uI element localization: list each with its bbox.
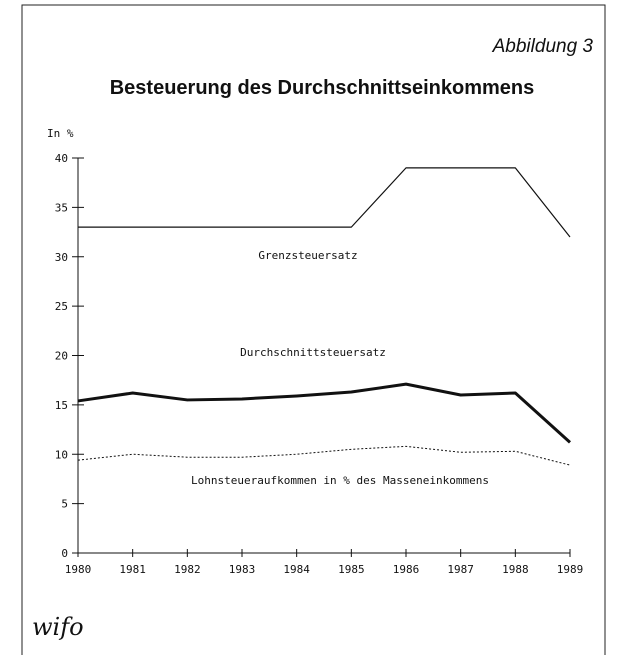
series-label: Lohnsteueraufkommen in % des Masseneinko… [191, 474, 489, 487]
y-tick-label: 5 [61, 498, 68, 511]
y-tick-label: 20 [55, 350, 68, 363]
series-line [78, 167, 571, 238]
x-tick-label: 1980 [65, 563, 92, 576]
x-tick-label: 1983 [229, 563, 256, 576]
logo: wifo [32, 613, 84, 641]
x-tick-label: 1984 [283, 563, 310, 576]
x-tick-label: 1982 [174, 563, 201, 576]
y-tick-label: 0 [61, 547, 68, 560]
y-tick-label: 10 [55, 448, 68, 461]
y-tick-label: 25 [55, 300, 68, 313]
y-tick-label: 40 [55, 152, 68, 165]
x-tick-label: 1986 [393, 563, 420, 576]
series-label: Durchschnittsteuersatz [240, 346, 386, 359]
chart-subtitle: Abbildung 3 [492, 36, 594, 57]
frame [21, 4, 606, 655]
y-tick-label: 15 [55, 399, 68, 412]
y-tick-label: 30 [55, 251, 68, 264]
x-tick-label: 1981 [119, 563, 146, 576]
y-axis-label: In % [47, 127, 74, 140]
x-tick-label: 1988 [502, 563, 529, 576]
x-tick-label: 1985 [338, 563, 365, 576]
x-tick-label: 1987 [447, 563, 474, 576]
series-label: Grenzsteuersatz [258, 249, 357, 262]
chart-title: Besteuerung des Durchschnittseinkommens [110, 77, 535, 99]
y-tick-label: 35 [55, 201, 68, 214]
series-line [77, 445, 571, 466]
x-tick-label: 1989 [557, 563, 584, 576]
series-line [77, 382, 572, 444]
